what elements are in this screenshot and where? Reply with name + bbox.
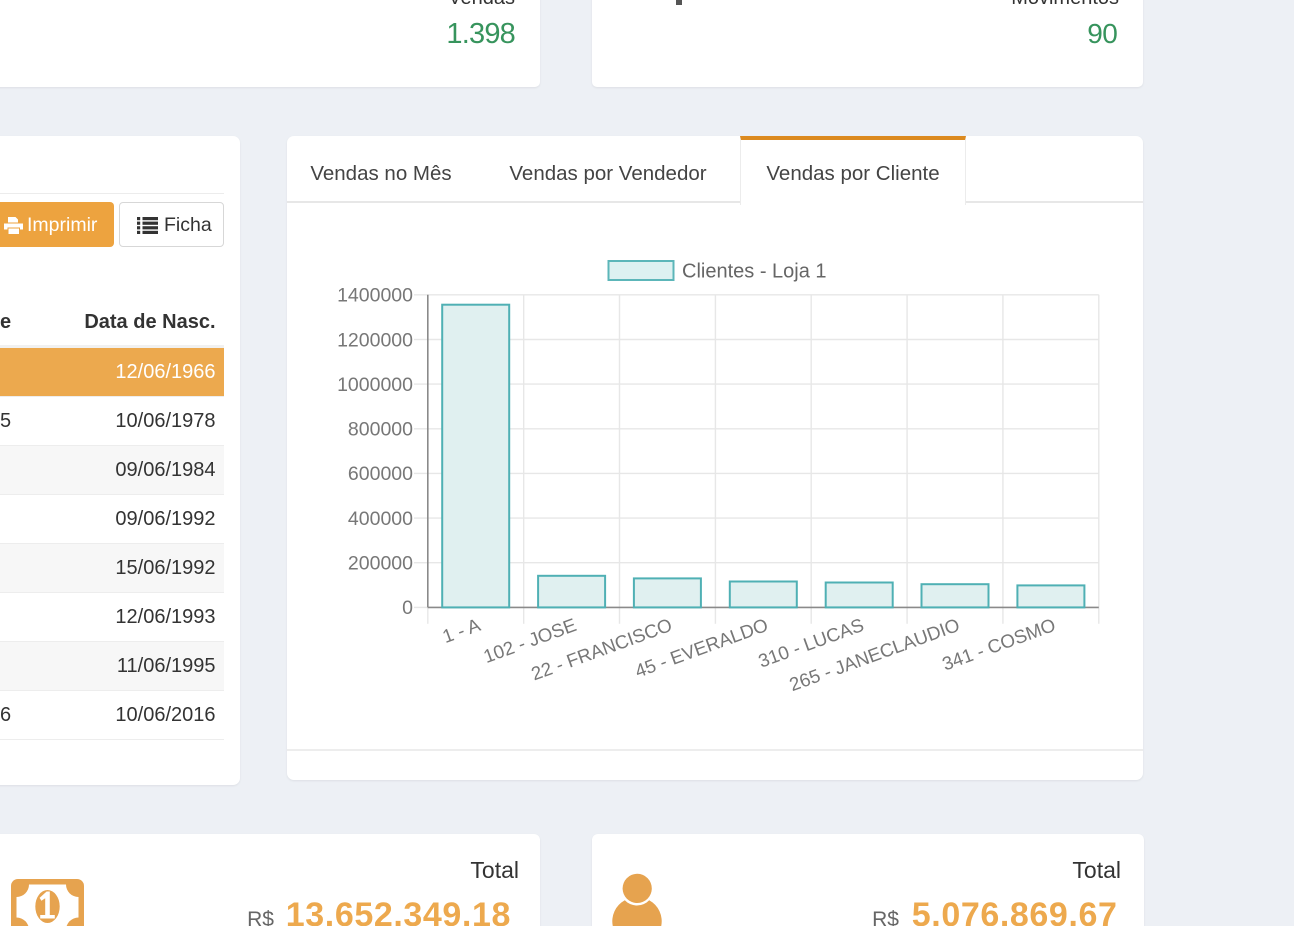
svg-text:0: 0 [402, 597, 413, 619]
svg-text:Clientes - Loja 1: Clientes - Loja 1 [682, 261, 827, 283]
svg-text:1000000: 1000000 [337, 374, 413, 396]
svg-text:600000: 600000 [348, 463, 413, 485]
svg-text:1200000: 1200000 [337, 329, 413, 351]
svg-text:200000: 200000 [348, 553, 413, 575]
svg-text:800000: 800000 [348, 419, 413, 441]
svg-text:1 - A: 1 - A [440, 614, 484, 647]
svg-text:1400000: 1400000 [337, 285, 413, 307]
svg-text:400000: 400000 [348, 508, 413, 530]
svg-text:265 - JANECLAUDIO: 265 - JANECLAUDIO [786, 614, 962, 695]
